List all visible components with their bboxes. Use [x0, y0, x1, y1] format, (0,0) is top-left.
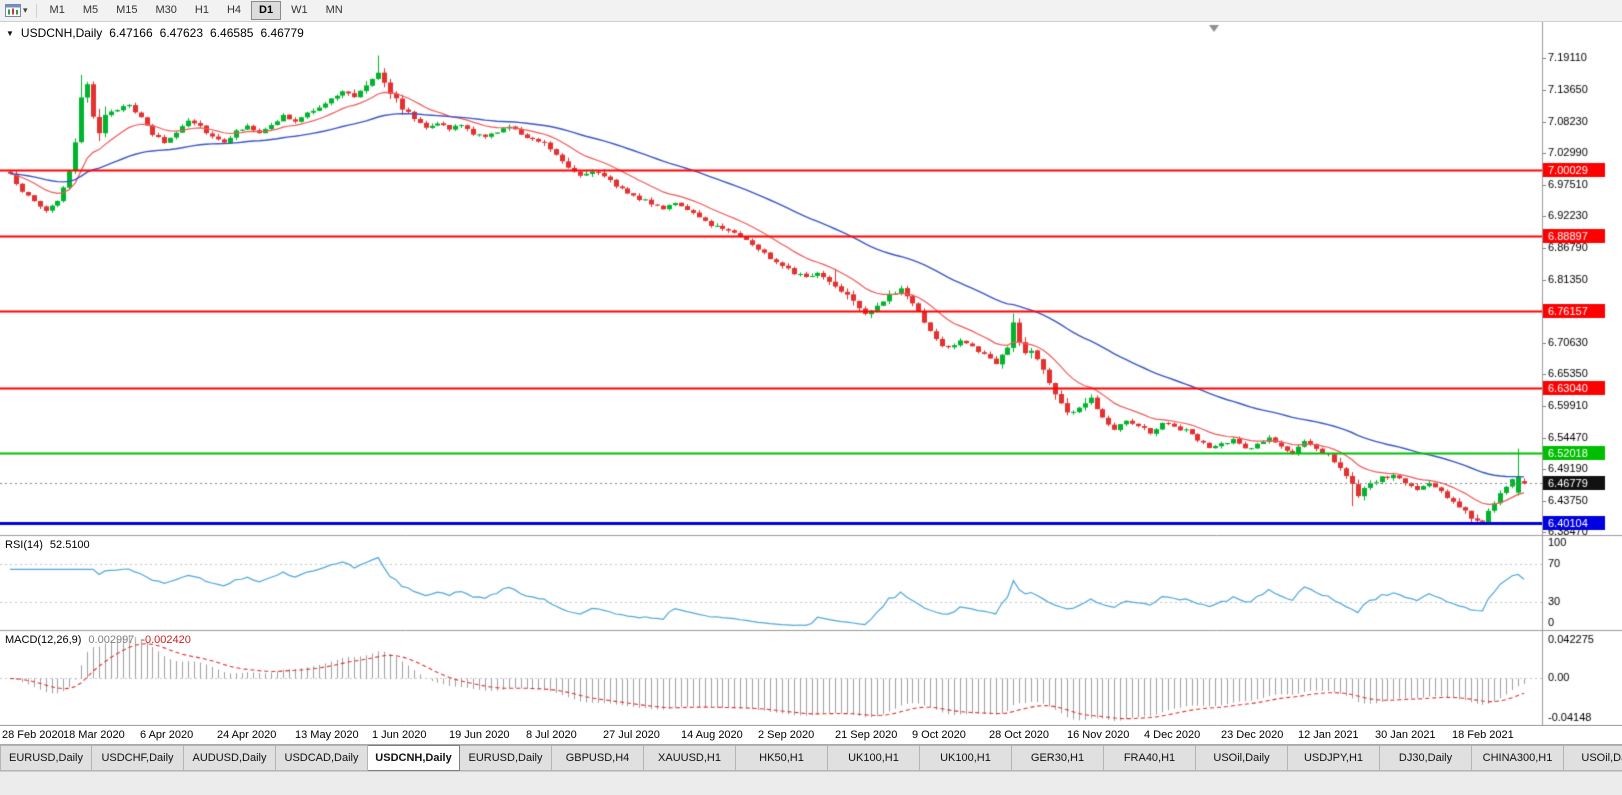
chart-tab[interactable]: AUDUSD,Daily — [184, 745, 276, 771]
chart-tab[interactable]: USDCAD,Daily — [276, 745, 368, 771]
symbol-dropdown-icon[interactable]: ▼ — [6, 28, 14, 38]
chart-window-icon[interactable] — [5, 4, 21, 17]
time-axis-label: 8 Jul 2020 — [526, 729, 577, 741]
chart-tab[interactable]: UK100,H1 — [920, 745, 1012, 771]
chart-tab[interactable]: USDCNH,Daily — [368, 745, 460, 771]
chart-tab[interactable]: XAUUSD,H1 — [644, 745, 736, 771]
chart-tab[interactable]: UK100,H1 — [828, 745, 920, 771]
timeframe-toolbar: ▾ M1 M5 M15 M30 H1 H4 D1 W1 MN — [0, 0, 1622, 22]
timeframe-button-m30[interactable]: M30 — [155, 4, 177, 16]
time-axis-label: 21 Sep 2020 — [835, 729, 898, 741]
time-axis-label: 28 Oct 2020 — [989, 729, 1049, 741]
chart-tab[interactable]: USOil,Daily — [1564, 745, 1622, 771]
timeframe-button-d1[interactable]: D1 — [251, 1, 282, 20]
time-axis-label: 18 Mar 2020 — [63, 729, 125, 741]
timeframe-button-m1[interactable]: M1 — [49, 4, 65, 16]
time-axis-label: 12 Jan 2021 — [1298, 729, 1359, 741]
timeframe-buttons: M1 M5 M15 M30 H1 H4 D1 W1 MN — [41, 1, 352, 20]
time-axis[interactable]: 28 Feb 2020 18 Mar 2020 6 Apr 2020 24 Apr 2… — [0, 726, 1622, 744]
chart-tab[interactable]: HK50,H1 — [736, 745, 828, 771]
timeframe-button-h4[interactable]: H4 — [226, 4, 242, 16]
time-axis-label: 14 Aug 2020 — [681, 729, 743, 741]
price-chart-canvas[interactable] — [0, 22, 1622, 726]
time-axis-label: 30 Jan 2021 — [1375, 729, 1436, 741]
time-axis-label: 1 Jun 2020 — [372, 729, 427, 741]
toolbar-separator — [35, 3, 37, 18]
timeframe-button-mn[interactable]: MN — [325, 4, 343, 16]
chart-tab[interactable]: FRA40,H1 — [1104, 745, 1196, 771]
chevron-down-icon[interactable]: ▾ — [23, 5, 28, 15]
timeframe-button-w1[interactable]: W1 — [291, 4, 308, 16]
time-axis-label: 13 May 2020 — [295, 729, 359, 741]
chart-tab[interactable]: DJ30,Daily — [1380, 745, 1472, 771]
time-axis-label: 19 Jun 2020 — [449, 729, 510, 741]
time-axis-label: 6 Apr 2020 — [140, 729, 194, 741]
time-axis-label: 23 Dec 2020 — [1221, 729, 1284, 741]
timeframe-button-m5[interactable]: M5 — [82, 4, 99, 16]
time-axis-label: 2 Sep 2020 — [758, 729, 815, 741]
time-axis-label: 9 Oct 2020 — [912, 729, 966, 741]
chart-region: ▼ USDCNH,Daily 6.47166 6.47623 6.46585 6… — [0, 22, 1622, 726]
time-axis-label: 27 Jul 2020 — [603, 729, 660, 741]
chart-tab[interactable]: USDCHF,Daily — [92, 745, 184, 771]
chart-tab[interactable]: CHINA300,H1 — [1472, 745, 1564, 771]
time-axis-label: 24 Apr 2020 — [217, 729, 277, 741]
time-axis-label: 4 Dec 2020 — [1144, 729, 1201, 741]
timeframe-button-m15[interactable]: M15 — [116, 4, 138, 16]
timeframe-button-h1[interactable]: H1 — [194, 4, 209, 16]
chart-tab[interactable]: EURUSD,Daily — [0, 745, 92, 771]
time-axis-label: 28 Feb 2020 — [2, 729, 64, 741]
time-axis-label: 18 Feb 2021 — [1452, 729, 1514, 741]
chart-tab[interactable]: USDJPY,H1 — [1288, 745, 1380, 771]
chart-tab[interactable]: USOil,Daily — [1196, 745, 1288, 771]
chart-tab[interactable]: EURUSD,Daily — [460, 745, 552, 771]
chart-tab-bar: EURUSD,Daily USDCHF,Daily AUDUSD,Daily USDC… — [0, 744, 1622, 771]
chart-tab[interactable]: GER30,H1 — [1012, 745, 1104, 771]
time-axis-label: 16 Nov 2020 — [1067, 729, 1130, 741]
status-bar — [0, 771, 1622, 795]
chart-tab[interactable]: GBPUSD,H4 — [552, 745, 644, 771]
